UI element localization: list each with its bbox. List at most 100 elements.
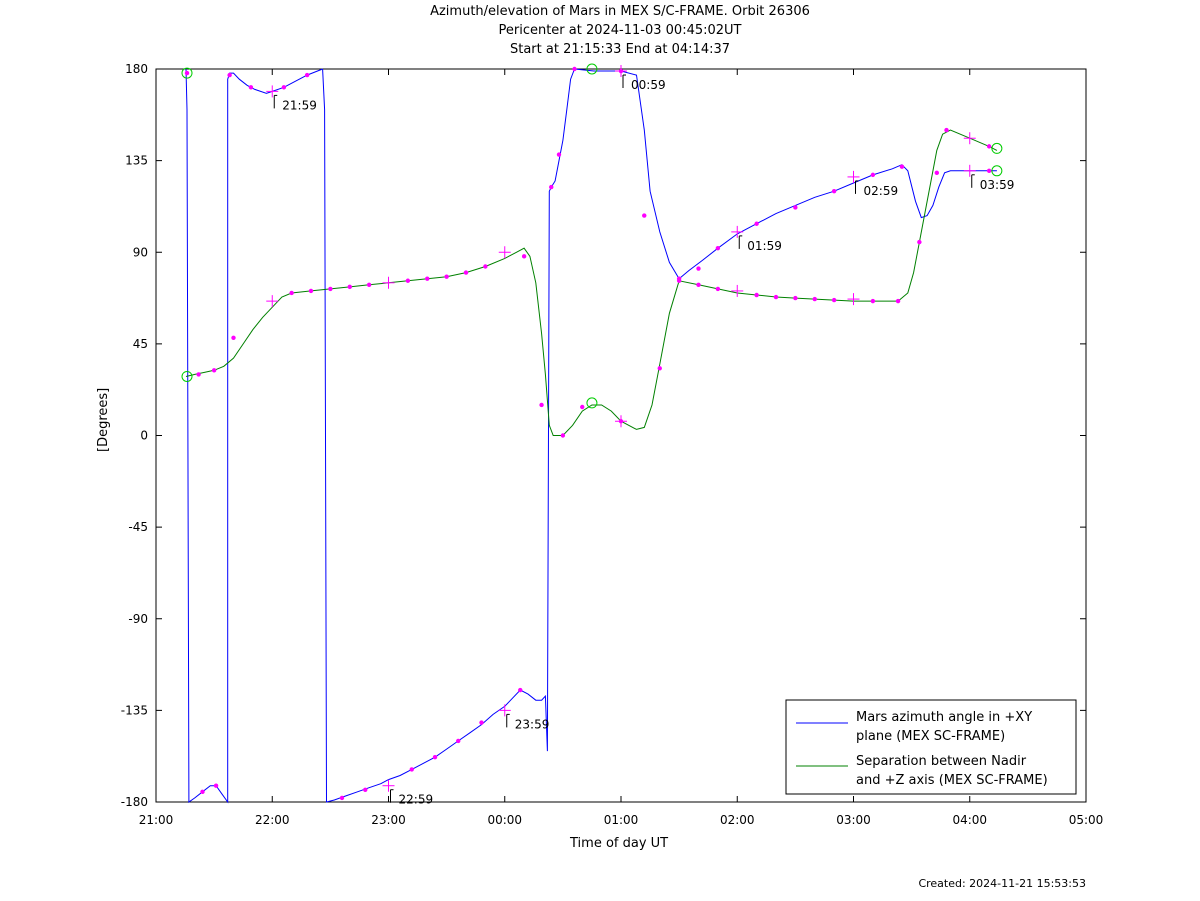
data-point-dot [339, 795, 345, 801]
data-point-dot [676, 278, 682, 283]
endpoint-circle [991, 142, 1003, 154]
data-point-dot [196, 372, 201, 377]
x-tick-label: 00:00 [487, 813, 522, 827]
data-point-dot [870, 298, 876, 304]
data-point-dot [456, 738, 461, 744]
data-point-cross [382, 276, 395, 289]
data-point-cross [615, 65, 627, 78]
data-point-dot [895, 298, 901, 304]
endpoint-circle [181, 370, 193, 382]
x-tick-label: 05:00 [1069, 813, 1104, 827]
data-point-dot [572, 66, 577, 72]
legend-label-separation-line1: Separation between Nadir [856, 754, 1027, 769]
time-annotation: 22:59 [390, 789, 434, 807]
data-point-cross [847, 170, 860, 183]
data-point-dot [899, 164, 905, 169]
time-annotation: 01:59 [738, 235, 782, 253]
data-point-dot [831, 297, 837, 303]
data-point-dot [432, 755, 438, 760]
y-axis-label: [Degrees] [96, 387, 111, 452]
data-point-dot [986, 168, 992, 174]
endpoint-circle [991, 165, 1003, 177]
data-point-cross [498, 704, 511, 717]
time-annotation: 02:59 [855, 180, 898, 198]
data-point-dot [308, 288, 314, 294]
x-tick-label: 23:00 [371, 813, 406, 827]
legend: Mars azimuth angle in +XY plane (MEX SC-… [785, 699, 1077, 795]
data-point-dot [289, 290, 294, 296]
data-point-dot [556, 152, 562, 157]
endpoint-circle [181, 67, 193, 79]
endpoint-circle [586, 63, 598, 75]
x-tick-label: 01:00 [604, 813, 639, 827]
y-tick-label: -135 [121, 703, 148, 717]
created-timestamp: Created: 2024-11-21 15:53:53 [918, 877, 1086, 890]
chart-subtitle-timespan: Start at 21:15:33 End at 04:14:37 [509, 42, 731, 57]
chart-title: Azimuth/elevation of Mars in MEX S/C-FRA… [430, 4, 810, 19]
x-axis-label: Time of day UT [570, 836, 669, 851]
data-point-dot [657, 366, 662, 371]
y-tick-label: -180 [121, 795, 148, 809]
data-point-dot [754, 292, 759, 298]
data-point-dot [773, 294, 779, 300]
data-point-dot [549, 184, 554, 190]
data-point-dot [934, 170, 940, 176]
data-point-cross [847, 293, 860, 306]
x-tick-label: 21:00 [139, 813, 174, 827]
legend-box [785, 699, 1077, 795]
data-point-dot [642, 213, 647, 218]
data-point-dot [560, 433, 566, 438]
annotation-label: 23:59 [515, 717, 550, 731]
x-tick-label: 02:00 [720, 813, 755, 827]
data-point-cross [498, 246, 511, 259]
plot-area [155, 68, 1087, 803]
data-point-dot [425, 276, 430, 281]
data-point-dot [444, 274, 449, 279]
data-point-dot [463, 270, 469, 275]
y-tick-label: 45 [133, 337, 148, 351]
data-point-dot [200, 789, 205, 795]
data-point-dot [831, 188, 837, 194]
data-point-dot [248, 85, 254, 90]
data-point-dot [184, 70, 190, 76]
data-point-dot [715, 286, 721, 292]
data-point-dot [304, 72, 310, 78]
data-point-dot [696, 282, 701, 288]
x-tick-label: 04:00 [952, 813, 987, 827]
data-point-dot [793, 205, 798, 210]
x-tick-label: 03:00 [836, 813, 871, 827]
data-point-dot [211, 368, 217, 373]
data-point-dot [479, 720, 484, 725]
time-annotation: 21:59 [273, 94, 317, 112]
data-point-cross [963, 164, 976, 177]
time-annotation: 03:59 [971, 174, 1014, 192]
legend-label-azimuth-line1: Mars azimuth angle in +XY [856, 710, 1032, 725]
data-point-dot [793, 295, 798, 301]
y-tick-label: 0 [140, 429, 148, 443]
data-point-cross [731, 225, 744, 238]
annotation-label: 21:59 [282, 98, 317, 112]
data-point-cross [731, 284, 744, 297]
y-tick-label: 135 [125, 154, 148, 168]
data-point-dot [754, 221, 759, 226]
data-point-cross [266, 85, 279, 98]
data-point-dot [917, 239, 922, 245]
series-line-separation [185, 129, 998, 436]
data-point-dot [539, 402, 544, 408]
data-point-dot [347, 284, 352, 290]
data-point-dot [986, 144, 992, 149]
data-point-cross [963, 132, 976, 145]
legend-label-separation-line2: and +Z axis (MEX SC-FRAME) [856, 773, 1048, 788]
data-point-cross [382, 779, 395, 792]
data-point-dot [812, 296, 817, 302]
endpoint-circle [586, 397, 598, 409]
data-point-dot [213, 783, 219, 788]
data-point-dot [580, 404, 585, 410]
data-point-dot [521, 254, 527, 259]
chart-subtitle-pericenter: Pericenter at 2024-11-03 00:45:02UT [498, 23, 742, 38]
annotation-label: 22:59 [399, 793, 434, 807]
data-point-dot [405, 278, 411, 283]
y-tick-label: -90 [128, 612, 148, 626]
data-point-dot [715, 245, 721, 251]
